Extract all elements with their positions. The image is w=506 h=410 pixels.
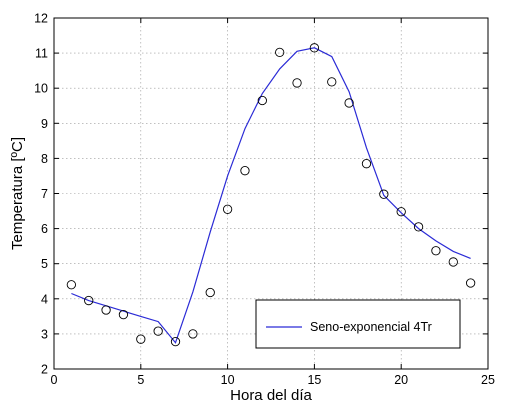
data-point-marker [118,309,129,320]
y-tick-label: 7 [41,187,48,201]
data-point-marker [136,334,146,344]
legend-label: Seno-exponencial 4Tr [310,320,432,334]
data-point-marker [222,204,233,214]
x-tick-label: 0 [51,373,58,387]
data-point-marker [66,280,77,290]
data-point-marker [431,246,441,256]
data-point-marker [170,336,181,347]
axis-ticks: 0 5 10 15 20 25 2 3 4 5 6 7 8 9 10 11 12 [34,12,495,388]
x-tick-label: 15 [307,373,321,387]
legend-box [255,299,461,349]
data-point-marker [327,77,337,87]
y-axis-label: Temperatura [ºC] [9,137,26,250]
data-point-marker [413,222,424,232]
y-tick-label: 12 [34,12,48,26]
y-tick-label: 8 [41,152,48,166]
data-point-marker [84,295,94,306]
x-tick-label: 10 [221,373,235,387]
y-tick-label: 4 [41,292,48,306]
y-tick-label: 2 [41,363,48,377]
x-tick-label: 5 [137,373,144,387]
data-point-marker [153,326,163,336]
y-tick-label: 11 [35,47,48,61]
data-point-marker [344,98,354,108]
y-tick-label: 5 [41,257,48,271]
data-point-marker [465,278,476,288]
data-point-marker [257,95,267,106]
data-point-marker [292,78,302,88]
series-layer [66,43,476,347]
y-tick-label: 6 [41,222,48,236]
data-point-marker [309,43,320,53]
x-tick-label: 25 [481,373,495,387]
x-axis-label: Hora del día [230,387,312,404]
data-point-marker [396,207,406,217]
data-point-marker [275,47,285,58]
x-tick-label: 20 [394,373,408,387]
data-point-marker [101,305,111,315]
data-point-marker [205,287,215,298]
data-point-marker [240,166,250,176]
series-line [71,47,471,344]
y-tick-label: 10 [34,82,48,96]
data-point-marker [379,189,389,199]
legend: Seno-exponencial 4Tr [255,299,461,349]
data-point-marker [188,329,198,339]
data-point-marker [448,257,458,267]
data-point-marker [361,159,372,169]
y-tick-label: 3 [41,327,48,341]
y-tick-label: 9 [41,117,48,131]
